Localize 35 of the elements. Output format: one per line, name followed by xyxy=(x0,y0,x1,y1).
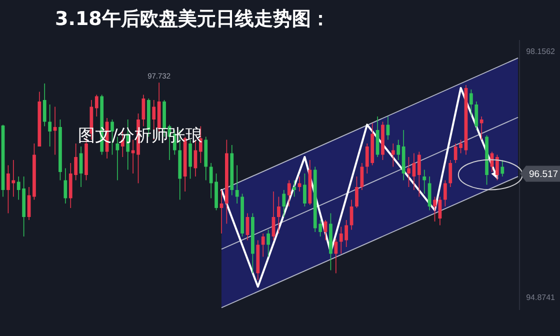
y-tick-label: 98.1562 xyxy=(526,46,556,56)
candlestick xyxy=(355,176,358,208)
chart-title: 3.18午后欧盘美元日线走势图： xyxy=(55,8,330,30)
candlestick xyxy=(303,173,306,207)
candlestick xyxy=(266,229,270,258)
candlestick xyxy=(417,151,421,198)
candlestick xyxy=(407,156,410,188)
candlestick xyxy=(443,180,447,207)
candlestick xyxy=(500,160,504,177)
candlestick xyxy=(360,162,364,190)
candlestick xyxy=(42,83,46,127)
candlestick xyxy=(469,89,473,117)
candlestick xyxy=(496,154,499,181)
candlestick xyxy=(474,101,478,130)
candlestick xyxy=(422,169,426,194)
text: 96.517 xyxy=(529,169,558,180)
candlestick xyxy=(64,168,68,204)
candlestick xyxy=(433,196,436,222)
candlestick xyxy=(391,143,395,168)
candlestick xyxy=(94,94,98,117)
candlestick xyxy=(350,199,354,230)
candlestick xyxy=(448,160,452,188)
candlestick xyxy=(53,106,57,156)
candlestick xyxy=(235,164,239,204)
candlestick xyxy=(292,180,296,198)
candlestick xyxy=(261,233,265,258)
candlestick xyxy=(334,238,338,274)
candlestick xyxy=(282,190,286,218)
candlestick xyxy=(48,104,52,147)
candlestick xyxy=(428,176,432,211)
candlestick xyxy=(480,116,484,140)
candlestick xyxy=(396,139,400,160)
y-tick-label: 94.8741 xyxy=(526,292,556,302)
candlestick xyxy=(287,180,291,207)
candlestick xyxy=(277,196,280,234)
